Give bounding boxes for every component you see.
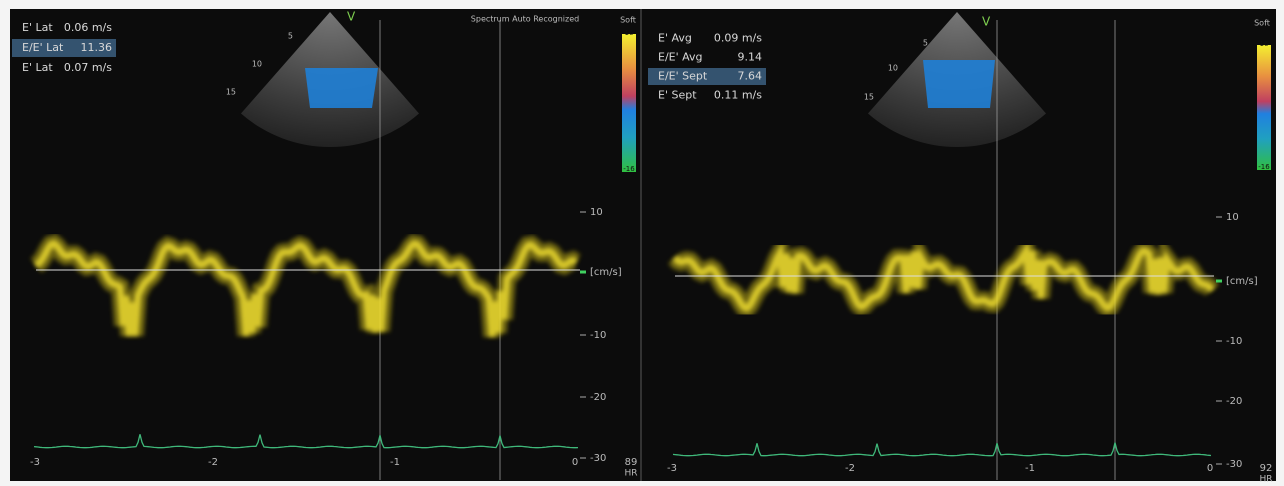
- measurement-highlight: [12, 39, 116, 57]
- heart-rate: 89: [625, 457, 638, 468]
- measurement-value: 9.14: [738, 51, 763, 64]
- time-label: -3: [30, 457, 40, 468]
- color-doppler-box: [923, 60, 995, 108]
- mode-label: Spectrum Auto Recognized: [471, 15, 579, 24]
- velocity-label: [cm/s]: [590, 267, 622, 278]
- color-scale-label: 16: [1260, 40, 1269, 48]
- measurement-value: 0.06 m/s: [64, 21, 112, 34]
- color-bar: [622, 34, 636, 172]
- depth-label: 5: [288, 32, 293, 41]
- depth-label: 10: [252, 60, 262, 69]
- doppler-spectrum-core: [33, 239, 578, 337]
- time-label: -1: [1025, 463, 1035, 474]
- measurement-label: E' Sept: [658, 89, 697, 102]
- time-label: -3: [667, 463, 677, 474]
- velocity-label: [cm/s]: [1226, 276, 1258, 287]
- doppler-spectrum-core: [672, 241, 1215, 313]
- measurement-label: E/E' Lat: [22, 41, 64, 54]
- time-label: -2: [845, 463, 855, 474]
- velocity-label: -30: [1226, 459, 1242, 470]
- velocity-label: -10: [590, 330, 606, 341]
- measurement-label: E' Lat: [22, 21, 53, 34]
- velocity-label: -20: [1226, 396, 1242, 407]
- probe-marker: V: [347, 10, 356, 24]
- time-label: 0: [1207, 463, 1213, 474]
- velocity-label: -20: [590, 392, 606, 403]
- filter-label: Soft: [1254, 19, 1270, 28]
- time-label: -2: [208, 457, 218, 468]
- probe-marker: V: [982, 15, 991, 29]
- depth-label: 10: [888, 64, 898, 73]
- heart-rate-unit: HR: [1259, 475, 1272, 485]
- measurement-label: E/E' Avg: [658, 51, 703, 64]
- color-bar: [1257, 45, 1271, 170]
- velocity-label: 10: [590, 207, 603, 218]
- color-doppler-box: [305, 68, 378, 108]
- screen: [10, 9, 1276, 481]
- time-label: -1: [390, 457, 400, 468]
- measurement-value: 7.64: [738, 70, 763, 83]
- ecg-trace: [672, 442, 1212, 457]
- velocity-label: 10: [1226, 212, 1239, 223]
- velocity-label: -10: [1226, 336, 1242, 347]
- measurement-highlight: [648, 68, 766, 85]
- measurement-label: E' Lat: [22, 61, 53, 74]
- measurement-value: 0.11 m/s: [714, 89, 762, 102]
- ecg-trace: [33, 434, 579, 449]
- filter-label: Soft: [620, 16, 636, 25]
- velocity-label: -30: [590, 453, 606, 464]
- measurement-label: E' Avg: [658, 32, 692, 45]
- color-scale-label: 16: [625, 29, 634, 37]
- measurement-value: 11.36: [81, 41, 113, 54]
- heart-rate-unit: HR: [624, 469, 637, 479]
- color-scale-label: -16: [623, 165, 635, 173]
- color-scale-label: -16: [1258, 163, 1270, 171]
- depth-label: 15: [864, 93, 874, 102]
- depth-label: 15: [226, 88, 236, 97]
- time-label: 0: [572, 457, 578, 468]
- measurement-label: E/E' Sept: [658, 70, 708, 83]
- heart-rate: 92: [1260, 463, 1273, 474]
- depth-label: 5: [923, 39, 928, 48]
- measurement-value: 0.09 m/s: [714, 32, 762, 45]
- measurement-value: 0.07 m/s: [64, 61, 112, 74]
